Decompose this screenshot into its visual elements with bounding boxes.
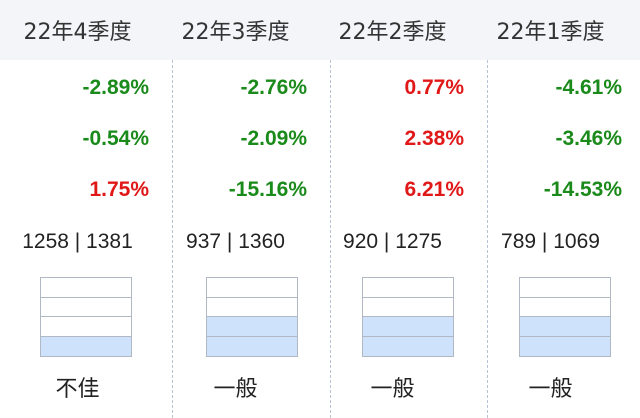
gauge-segment-1 bbox=[41, 336, 131, 356]
gauge-segment-2 bbox=[520, 317, 610, 337]
header-bar bbox=[0, 0, 640, 60]
quarter-column-q1: 22年1季度 -4.61% -3.46% -14.53% 789 | 1069 … bbox=[473, 0, 628, 418]
rating-label: 一般 bbox=[213, 377, 258, 402]
quarter-column-q3: 22年3季度 -2.76% -2.09% -15.16% 937 | 1360 … bbox=[158, 0, 313, 418]
quarter-column-q4: 22年4季度 -2.89% -0.54% 1.75% 1258 | 1381 不… bbox=[0, 0, 155, 418]
gauge-segment-3 bbox=[207, 298, 297, 317]
column-title: 22年2季度 bbox=[338, 20, 447, 45]
return-value-row-2: -3.46% bbox=[555, 127, 622, 150]
return-value-row-1: 0.77% bbox=[404, 76, 464, 99]
gauge-segment-1 bbox=[363, 336, 453, 356]
gauge-segment-2 bbox=[207, 317, 297, 337]
rank-text: 789 | 1069 bbox=[501, 230, 600, 253]
quartile-gauge bbox=[206, 277, 298, 357]
quarter-column-q2: 22年2季度 0.77% 2.38% 6.21% 920 | 1275 一般 bbox=[315, 0, 470, 418]
column-title: 22年4季度 bbox=[23, 20, 132, 45]
return-value-row-3: 6.21% bbox=[404, 178, 464, 201]
gauge-segment-4 bbox=[41, 278, 131, 298]
gauge-segment-4 bbox=[363, 278, 453, 298]
gauge-segment-4 bbox=[520, 278, 610, 298]
column-title: 22年3季度 bbox=[181, 20, 290, 45]
rating-label: 不佳 bbox=[55, 377, 100, 402]
column-separator bbox=[487, 60, 488, 418]
return-value-row-1: -2.76% bbox=[240, 76, 307, 99]
return-value-row-2: 2.38% bbox=[404, 127, 464, 150]
rank-text: 1258 | 1381 bbox=[22, 230, 133, 253]
column-title: 22年1季度 bbox=[496, 20, 605, 45]
column-separator bbox=[330, 60, 331, 418]
gauge-segment-3 bbox=[363, 298, 453, 317]
return-value-row-1: -2.89% bbox=[82, 76, 149, 99]
quartile-gauge bbox=[40, 277, 132, 357]
gauge-segment-2 bbox=[41, 317, 131, 337]
return-value-row-3: -14.53% bbox=[543, 178, 622, 201]
column-separator bbox=[172, 60, 173, 418]
return-value-row-3: 1.75% bbox=[89, 178, 149, 201]
rating-label: 一般 bbox=[370, 377, 415, 402]
return-value-row-1: -4.61% bbox=[555, 76, 622, 99]
return-value-row-2: -0.54% bbox=[82, 127, 149, 150]
gauge-segment-3 bbox=[520, 298, 610, 317]
quartile-gauge bbox=[362, 277, 454, 357]
return-value-row-2: -2.09% bbox=[240, 127, 307, 150]
quartile-gauge bbox=[519, 277, 611, 357]
rank-text: 937 | 1360 bbox=[186, 230, 285, 253]
gauge-segment-4 bbox=[207, 278, 297, 298]
gauge-segment-1 bbox=[207, 336, 297, 356]
rating-label: 一般 bbox=[528, 377, 573, 402]
return-value-row-3: -15.16% bbox=[228, 178, 307, 201]
gauge-segment-3 bbox=[41, 298, 131, 317]
gauge-segment-1 bbox=[520, 336, 610, 356]
rank-text: 920 | 1275 bbox=[343, 230, 442, 253]
gauge-segment-2 bbox=[363, 317, 453, 337]
